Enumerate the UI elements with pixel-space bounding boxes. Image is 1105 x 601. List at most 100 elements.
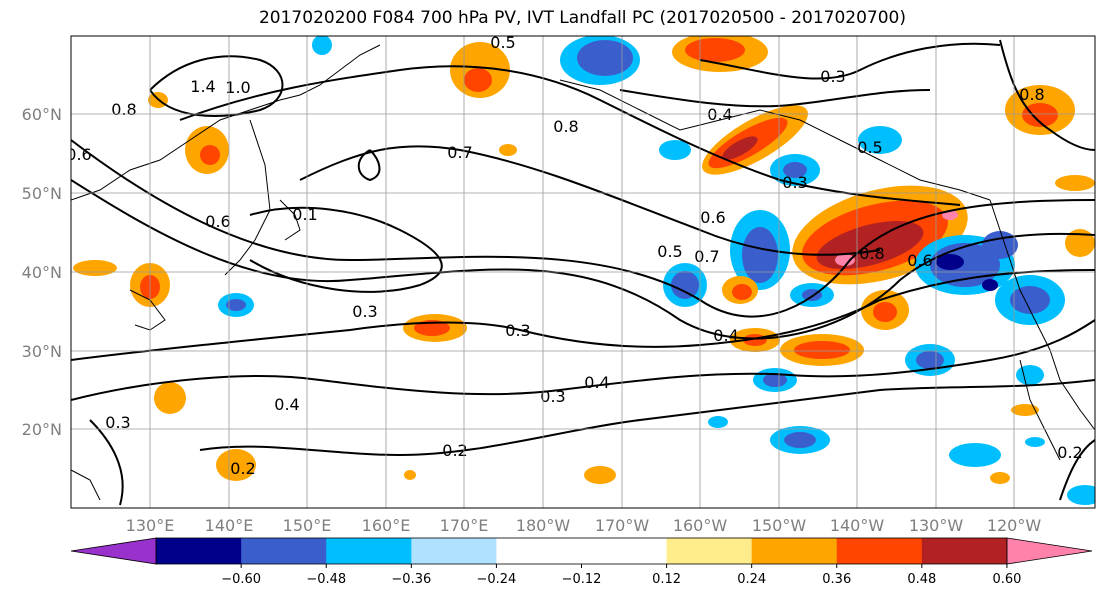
contour-line <box>299 145 881 256</box>
shade-blob <box>982 231 1018 259</box>
longitude-labels: 130°E 140°E 150°E 160°E 170°E 180°W 170°W 160°W… <box>126 516 1042 535</box>
contour-label: 0.7 <box>447 143 472 162</box>
coastline <box>559 79 991 201</box>
shade-blob <box>312 36 332 55</box>
shade-blob <box>154 382 186 414</box>
contour-label: 0.8 <box>111 100 136 119</box>
shade-blob <box>560 36 640 85</box>
contour-line <box>999 39 1095 151</box>
shade-blob <box>403 314 467 342</box>
contour-label: 0.2 <box>230 459 255 478</box>
colorbar-tick-label: 0.60 <box>992 572 1021 587</box>
lon-label: 130°W <box>909 516 964 535</box>
contour-line <box>71 139 1095 318</box>
contour-label: 0.8 <box>1019 85 1044 104</box>
shade-blob <box>949 443 1001 467</box>
contour-label: 0.3 <box>820 67 845 86</box>
contour-label: 0.5 <box>657 242 682 261</box>
shade-blob <box>185 126 229 174</box>
colorbar-tick-label: −0.12 <box>562 572 602 587</box>
colorbar-segment <box>241 538 327 564</box>
lon-label: 150°W <box>752 516 807 535</box>
contour-line <box>71 269 1095 361</box>
coastlines <box>71 44 1095 501</box>
contour-line <box>357 149 381 182</box>
shade-blob <box>1016 365 1044 385</box>
colorbar-extend-high <box>1006 537 1093 565</box>
lon-label: 180°W <box>516 516 571 535</box>
contour-label: 0.2 <box>442 441 467 460</box>
shade-blob <box>990 472 1010 484</box>
contour-label: 0.4 <box>713 326 738 345</box>
colorbar-tick-label: −0.48 <box>306 572 346 587</box>
shade-blob <box>730 210 790 290</box>
shade-blob <box>790 283 834 307</box>
contour-line <box>149 55 284 117</box>
contour-label: 0.4 <box>707 105 732 124</box>
shade-blob <box>1067 485 1095 505</box>
shade-blob <box>218 293 254 317</box>
pv-contours <box>71 39 1095 506</box>
lat-label: 50°N <box>22 184 62 203</box>
contour-label: 0.1 <box>292 205 317 224</box>
shade-blob <box>216 449 256 481</box>
contour-line <box>699 42 1001 80</box>
contour-label: 0.8 <box>859 244 884 263</box>
contour-line <box>71 319 1095 401</box>
colorbar-tick-label: 0.48 <box>907 572 936 587</box>
map-frame <box>70 35 1096 509</box>
colorbar-segment <box>411 538 497 564</box>
shade-blob <box>858 126 902 154</box>
lat-label: 20°N <box>22 420 62 439</box>
shade-blob <box>722 276 758 304</box>
contour-line <box>249 206 443 293</box>
colorbar-tick-label: 0.12 <box>652 572 681 587</box>
lat-label: 60°N <box>22 105 62 124</box>
shade-blob <box>708 416 728 428</box>
lon-label: 150°E <box>283 516 332 535</box>
colorbar-tick-label: 0.36 <box>822 572 851 587</box>
map-panel: 0.5 0.3 1.4 1.0 0.8 0.6 0.7 0.8 0.4 0.5 0.3 0.8 0.6 0… <box>70 33 1096 509</box>
colorbar-segment <box>836 538 923 564</box>
pv-shading <box>73 36 1095 505</box>
shade-blob <box>1055 175 1095 191</box>
contour-line <box>179 65 961 206</box>
shade-blob <box>1065 229 1095 257</box>
coastline <box>1019 359 1061 461</box>
contour-label: 0.7 <box>694 247 719 266</box>
gridlines <box>71 36 1095 508</box>
contour-label: 0.3 <box>540 387 565 406</box>
lat-label: 30°N <box>22 342 62 361</box>
colorbar-tick-label: −0.24 <box>476 572 516 587</box>
shade-blob <box>659 140 691 160</box>
contour-label: 0.3 <box>782 173 807 192</box>
coastline <box>71 469 101 501</box>
contour-label: 0.5 <box>490 33 515 52</box>
lon-label: 140°W <box>830 516 885 535</box>
contour-line <box>619 89 931 108</box>
colorbar-tick-label: −0.60 <box>221 572 261 587</box>
lon-label: 120°W <box>987 516 1042 535</box>
shade-blob <box>404 470 416 480</box>
shade-blob <box>1022 103 1058 127</box>
lon-label: 140°E <box>205 516 254 535</box>
shade-blob <box>73 260 117 276</box>
lat-label: 40°N <box>22 263 62 282</box>
colorbar-segment <box>666 538 753 564</box>
contour-label: 0.6 <box>907 251 932 270</box>
contour-labels: 0.5 0.3 1.4 1.0 0.8 0.6 0.7 0.8 0.4 0.5 0.3 0.8 0.6 0… <box>71 33 1083 478</box>
contour-label: 0.3 <box>352 302 377 321</box>
shade-blob <box>450 42 510 98</box>
shade-blob <box>663 263 707 307</box>
shade-blob <box>1011 404 1039 416</box>
contour-label: 0.6 <box>205 212 230 231</box>
colorbar-extend-low <box>70 537 157 565</box>
contour-label: 0.8 <box>553 117 578 136</box>
shade-blob <box>702 105 808 175</box>
colorbar-segment <box>156 538 242 564</box>
contour-label: 0.3 <box>105 413 130 432</box>
lon-label: 160°E <box>362 516 411 535</box>
shade-blob <box>753 368 797 392</box>
contour-label: 0.3 <box>505 321 530 340</box>
contour-line <box>1059 439 1095 501</box>
